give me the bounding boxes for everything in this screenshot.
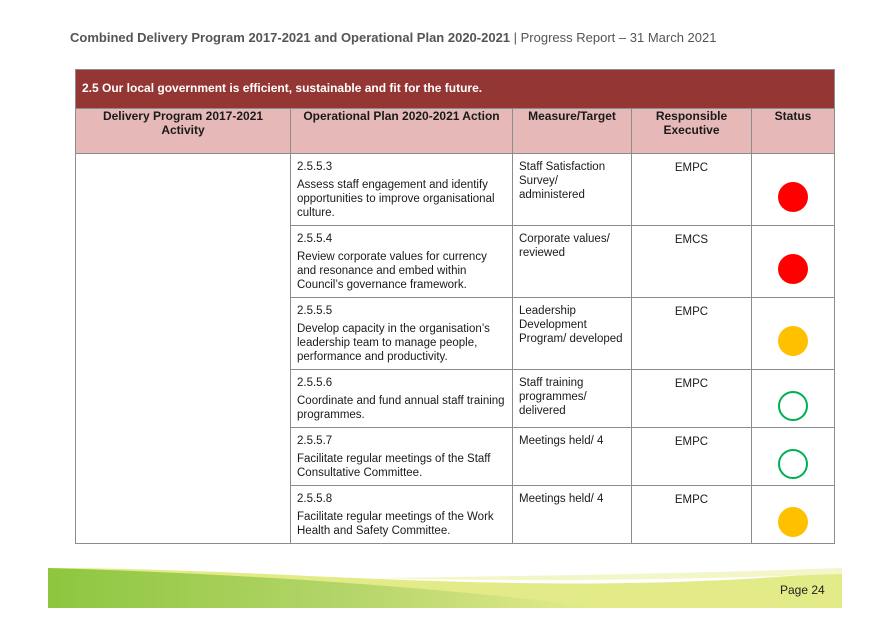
header-separator: | <box>510 30 521 45</box>
status-indicator-icon <box>778 325 809 356</box>
measure-cell: Leadership Development Program/ develope… <box>512 297 632 370</box>
column-header-row: Delivery Program 2017-2021 Activity Oper… <box>75 108 836 154</box>
measure-cell: Staff training programmes/ delivered <box>512 369 632 428</box>
action-code: 2.5.5.6 <box>297 377 333 389</box>
column-header-executive: Responsible Executive <box>631 108 752 154</box>
executive-cell: EMPC <box>631 369 752 428</box>
action-text: Facilitate regular meetings of the Work … <box>297 511 494 537</box>
action-cell: 2.5.5.4 Review corporate values for curr… <box>290 225 513 298</box>
document-header: Combined Delivery Program 2017-2021 and … <box>70 30 716 45</box>
status-cell <box>750 369 836 428</box>
footer-swoosh-graphic <box>48 568 842 608</box>
action-cell: 2.5.5.7 Facilitate regular meetings of t… <box>290 427 513 486</box>
action-code: 2.5.5.7 <box>297 435 333 447</box>
progress-table: 2.5 Our local government is efficient, s… <box>74 69 836 544</box>
executive-cell: EMCS <box>631 225 752 298</box>
action-cell: 2.5.5.8 Facilitate regular meetings of t… <box>290 485 513 544</box>
executive-cell: EMPC <box>631 485 752 544</box>
action-text: Review corporate values for currency and… <box>297 251 487 291</box>
table-row: 2.5.5.4 Review corporate values for curr… <box>76 225 836 298</box>
action-cell: 2.5.5.3 Assess staff engagement and iden… <box>290 153 513 226</box>
column-header-activity: Delivery Program 2017-2021 Activity <box>75 108 291 154</box>
table-row: 2.5.5.7 Facilitate regular meetings of t… <box>76 427 836 486</box>
action-code: 2.5.5.8 <box>297 493 333 505</box>
action-code: 2.5.5.4 <box>297 233 333 245</box>
status-cell <box>750 485 836 544</box>
executive-cell: EMPC <box>631 427 752 486</box>
status-cell <box>750 225 836 298</box>
table-row: 2.5.5.5 Develop capacity in the organisa… <box>76 297 836 370</box>
executive-cell: EMPC <box>631 297 752 370</box>
table-row: 2.5.5.8 Facilitate regular meetings of t… <box>76 485 836 544</box>
action-text: Assess staff engagement and identify opp… <box>297 179 495 219</box>
measure-cell: Meetings held/ 4 <box>512 427 632 486</box>
status-indicator-icon <box>778 506 809 537</box>
status-indicator-icon <box>778 448 809 479</box>
action-text: Coordinate and fund annual staff trainin… <box>297 395 505 421</box>
column-header-status: Status <box>750 108 836 154</box>
table-row: 2.5.5.3 Assess staff engagement and iden… <box>75 153 836 544</box>
table-row: 2.5.5.6 Coordinate and fund annual staff… <box>76 369 836 428</box>
action-cell: 2.5.5.6 Coordinate and fund annual staff… <box>290 369 513 428</box>
status-indicator-icon <box>778 253 809 284</box>
action-code: 2.5.5.3 <box>297 161 333 173</box>
action-text: Facilitate regular meetings of the Staff… <box>297 453 491 479</box>
status-cell <box>750 153 836 226</box>
status-indicator-icon <box>778 181 809 212</box>
page-number: Page 24 <box>780 583 825 597</box>
action-text: Develop capacity in the organisation’s l… <box>297 323 490 363</box>
activity-cell <box>75 153 291 544</box>
executive-cell: EMPC <box>631 153 752 226</box>
section-title: 2.5 Our local government is efficient, s… <box>74 69 836 109</box>
status-indicator-icon <box>778 390 809 421</box>
section-row: 2.5 Our local government is efficient, s… <box>74 69 836 109</box>
report-subtitle: Progress Report – 31 March 2021 <box>520 30 717 45</box>
action-code: 2.5.5.5 <box>297 305 333 317</box>
measure-cell: Corporate values/ reviewed <box>512 225 632 298</box>
report-title: Combined Delivery Program 2017-2021 and … <box>70 30 511 45</box>
action-cell: 2.5.5.5 Develop capacity in the organisa… <box>290 297 513 370</box>
measure-cell: Staff Satisfaction Survey/ administered <box>512 153 632 226</box>
measure-cell: Meetings held/ 4 <box>512 485 632 544</box>
column-header-action: Operational Plan 2020-2021 Action <box>290 108 513 154</box>
status-cell <box>750 427 836 486</box>
column-header-measure: Measure/Target <box>512 108 632 154</box>
status-cell <box>750 297 836 370</box>
